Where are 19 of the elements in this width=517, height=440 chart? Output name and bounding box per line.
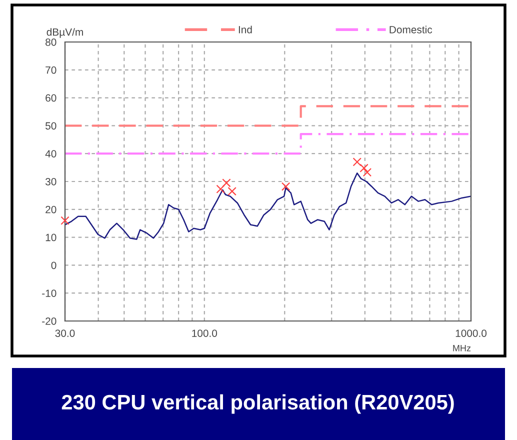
legend-label: Ind [238, 26, 252, 34]
y-tick-label: -20 [42, 318, 56, 325]
y-tick-label: 0 [51, 262, 56, 270]
legend-label: Domestic [390, 26, 432, 34]
x-tick-label: 1000.0 [456, 330, 487, 337]
y-tick-label: 80 [46, 38, 56, 46]
x-tick-label: 100.0 [192, 330, 218, 337]
y-tick-label: 40 [45, 150, 56, 158]
y-tick-label: 60 [46, 94, 56, 102]
text: 230 CPU vertical polarisation (R20V205) [62, 394, 454, 414]
x-axis-title: MHz [453, 345, 471, 352]
y-tick-label: 70 [46, 66, 56, 74]
y-tick-label: 50 [46, 122, 56, 130]
y-tick-label: 30 [45, 178, 56, 186]
y-tick-label: -10 [42, 290, 56, 297]
y-tick-label: 20 [46, 206, 56, 214]
x-tick-label: 30.0 [55, 330, 75, 337]
y-axis-title: dBµV/m [46, 28, 83, 38]
y-tick-label: 10 [46, 234, 56, 242]
